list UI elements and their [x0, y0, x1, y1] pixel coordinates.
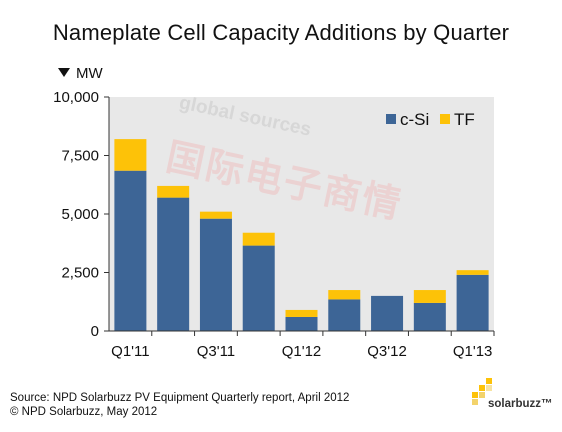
bar-c-si — [157, 197, 190, 331]
logo-text: solarbuzz™ — [488, 398, 553, 410]
x-tick-label: Q3'11 — [197, 343, 235, 360]
bar-c-si — [114, 170, 147, 331]
bar-tf — [413, 290, 446, 303]
y-tick-label: 5,000 — [61, 206, 99, 223]
legend-label: c-Si — [400, 110, 429, 129]
legend-swatch — [440, 114, 450, 124]
bar-c-si — [413, 302, 446, 331]
y-tick-label: 10,000 — [53, 89, 99, 106]
bar-c-si — [199, 218, 232, 331]
legend-label: TF — [454, 110, 475, 129]
x-tick-label: Q3'12 — [367, 343, 407, 360]
bar-tf — [328, 290, 361, 300]
chart-title: Nameplate Cell Capacity Additions by Qua… — [52, 20, 510, 45]
x-tick-label: Q1'13 — [453, 343, 493, 360]
unit-triangle-icon — [58, 68, 70, 77]
bar-c-si — [242, 245, 275, 331]
x-tick-label: Q1'12 — [282, 343, 322, 360]
bar-tf — [114, 139, 147, 171]
source-note: Source: NPD Solarbuzz PV Equipment Quart… — [10, 392, 350, 404]
bar-c-si — [285, 316, 318, 331]
solarbuzz-logo-icon — [472, 378, 492, 405]
y-tick-label: 0 — [91, 323, 99, 340]
x-tick-label: Q1'11 — [111, 343, 149, 360]
bar-tf — [242, 232, 275, 246]
y-tick-label: 2,500 — [61, 265, 99, 282]
legend-swatch — [386, 114, 396, 124]
unit-label: MW — [76, 65, 103, 82]
chart-svg: 0 2,500 5,000 7,500 10,000 MW Q1'11 Q3'11 Q1'12 Q… — [53, 65, 495, 360]
bar-tf — [285, 309, 318, 317]
y-tick-label: 7,500 — [61, 148, 99, 165]
bar-tf — [456, 270, 489, 275]
bar-tf — [199, 211, 232, 219]
bar-c-si — [456, 274, 489, 331]
bar-tf — [157, 185, 190, 198]
copyright-note: © NPD Solarbuzz, May 2012 — [10, 406, 158, 418]
bar-c-si — [371, 295, 404, 331]
bar-c-si — [328, 299, 361, 331]
